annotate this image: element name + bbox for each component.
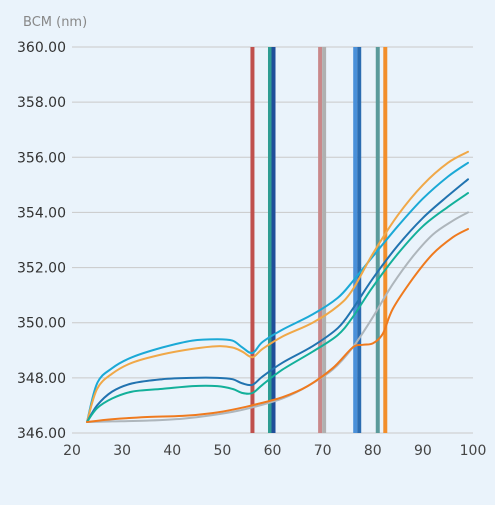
y-tick-label: 358.00 — [17, 95, 66, 111]
series-line — [86, 192, 469, 423]
y-tick-label: 346.00 — [17, 426, 66, 442]
x-tick-label: 100 — [460, 443, 487, 459]
y-tick-label: 350.00 — [17, 316, 66, 332]
y-tick-label: 354.00 — [17, 205, 66, 221]
y-tick-label: 356.00 — [17, 150, 66, 166]
y-axis-title: BCM (nm) — [23, 15, 87, 30]
x-tick-label: 50 — [213, 443, 231, 459]
x-tick-label: 20 — [63, 443, 81, 459]
y-tick-label: 352.00 — [17, 261, 66, 277]
x-tick-label: 70 — [314, 443, 332, 459]
series-line — [86, 150, 469, 423]
series-line — [86, 178, 469, 423]
series-line — [86, 228, 469, 423]
x-axis-ticks: 20 30 40 50 60 70 80 90 100 — [63, 443, 486, 459]
x-tick-label: 60 — [264, 443, 282, 459]
series-line — [86, 161, 469, 423]
y-axis-ticks: 346.00 348.00 350.00 352.00 354.00 356.00 358.… — [17, 40, 66, 442]
x-tick-label: 90 — [414, 443, 432, 459]
x-tick-label: 80 — [364, 443, 382, 459]
vertical-markers — [250, 47, 388, 433]
y-tick-label: 360.00 — [17, 40, 66, 56]
x-tick-label: 40 — [163, 443, 181, 459]
y-tick-label: 348.00 — [17, 371, 66, 387]
series-lines — [86, 150, 469, 423]
x-tick-label: 30 — [113, 443, 131, 459]
